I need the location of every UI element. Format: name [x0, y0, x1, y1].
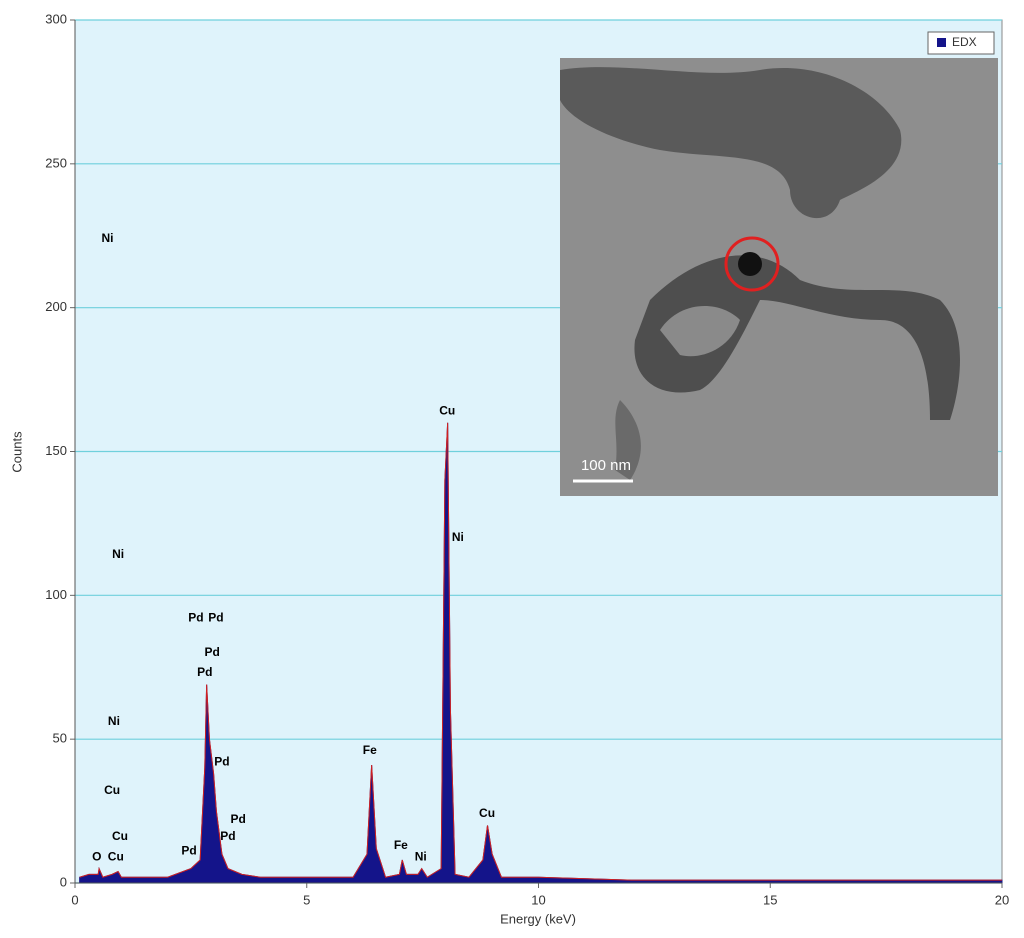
y-axis-label: Counts — [9, 431, 24, 473]
x-tick-label: 15 — [763, 892, 777, 907]
peak-label: Pd — [181, 844, 196, 858]
scale-label: 100 nm — [581, 457, 631, 474]
legend-label: EDX — [952, 35, 977, 49]
legend: EDX — [927, 31, 995, 55]
x-tick-label: 20 — [995, 892, 1009, 907]
y-tick-label: 100 — [45, 587, 67, 602]
y-tick-label: 50 — [53, 731, 67, 746]
peak-label: Pd — [197, 665, 212, 679]
peak-label: Cu — [108, 849, 124, 863]
x-tick-label: 10 — [531, 892, 545, 907]
peak-label: Pd — [230, 812, 245, 826]
peak-label: Ni — [112, 547, 124, 561]
peak-label: Ni — [415, 849, 427, 863]
peak-label: Ni — [108, 714, 120, 728]
peak-label: Cu — [112, 829, 128, 843]
peak-label: Pd — [188, 611, 203, 625]
y-tick-label: 250 — [45, 155, 67, 170]
x-tick-label: 0 — [71, 892, 78, 907]
y-tick-label: 150 — [45, 443, 67, 458]
legend-swatch — [937, 38, 946, 47]
peak-label: O — [92, 849, 101, 863]
peak-label: Pd — [205, 645, 220, 659]
spectrum-line — [79, 422, 1002, 881]
peak-label: Cu — [439, 403, 455, 417]
peak-label: Pd — [208, 611, 223, 625]
peak-label: Cu — [104, 783, 120, 797]
inset-image: 100 nm — [560, 58, 998, 496]
y-tick-label: 0 — [60, 874, 67, 889]
x-axis-label: Energy (keV) — [500, 911, 576, 926]
y-tick-label: 300 — [45, 11, 67, 26]
peak-label: Ni — [452, 530, 464, 544]
y-tick-label: 200 — [45, 299, 67, 314]
x-tick-label: 5 — [303, 892, 310, 907]
peak-label: Pd — [220, 829, 235, 843]
peak-label: Pd — [214, 754, 229, 768]
peak-label: Fe — [363, 743, 377, 757]
peak-label: Ni — [101, 231, 113, 245]
peak-label: Cu — [479, 806, 495, 820]
peak-label: Fe — [394, 838, 408, 852]
